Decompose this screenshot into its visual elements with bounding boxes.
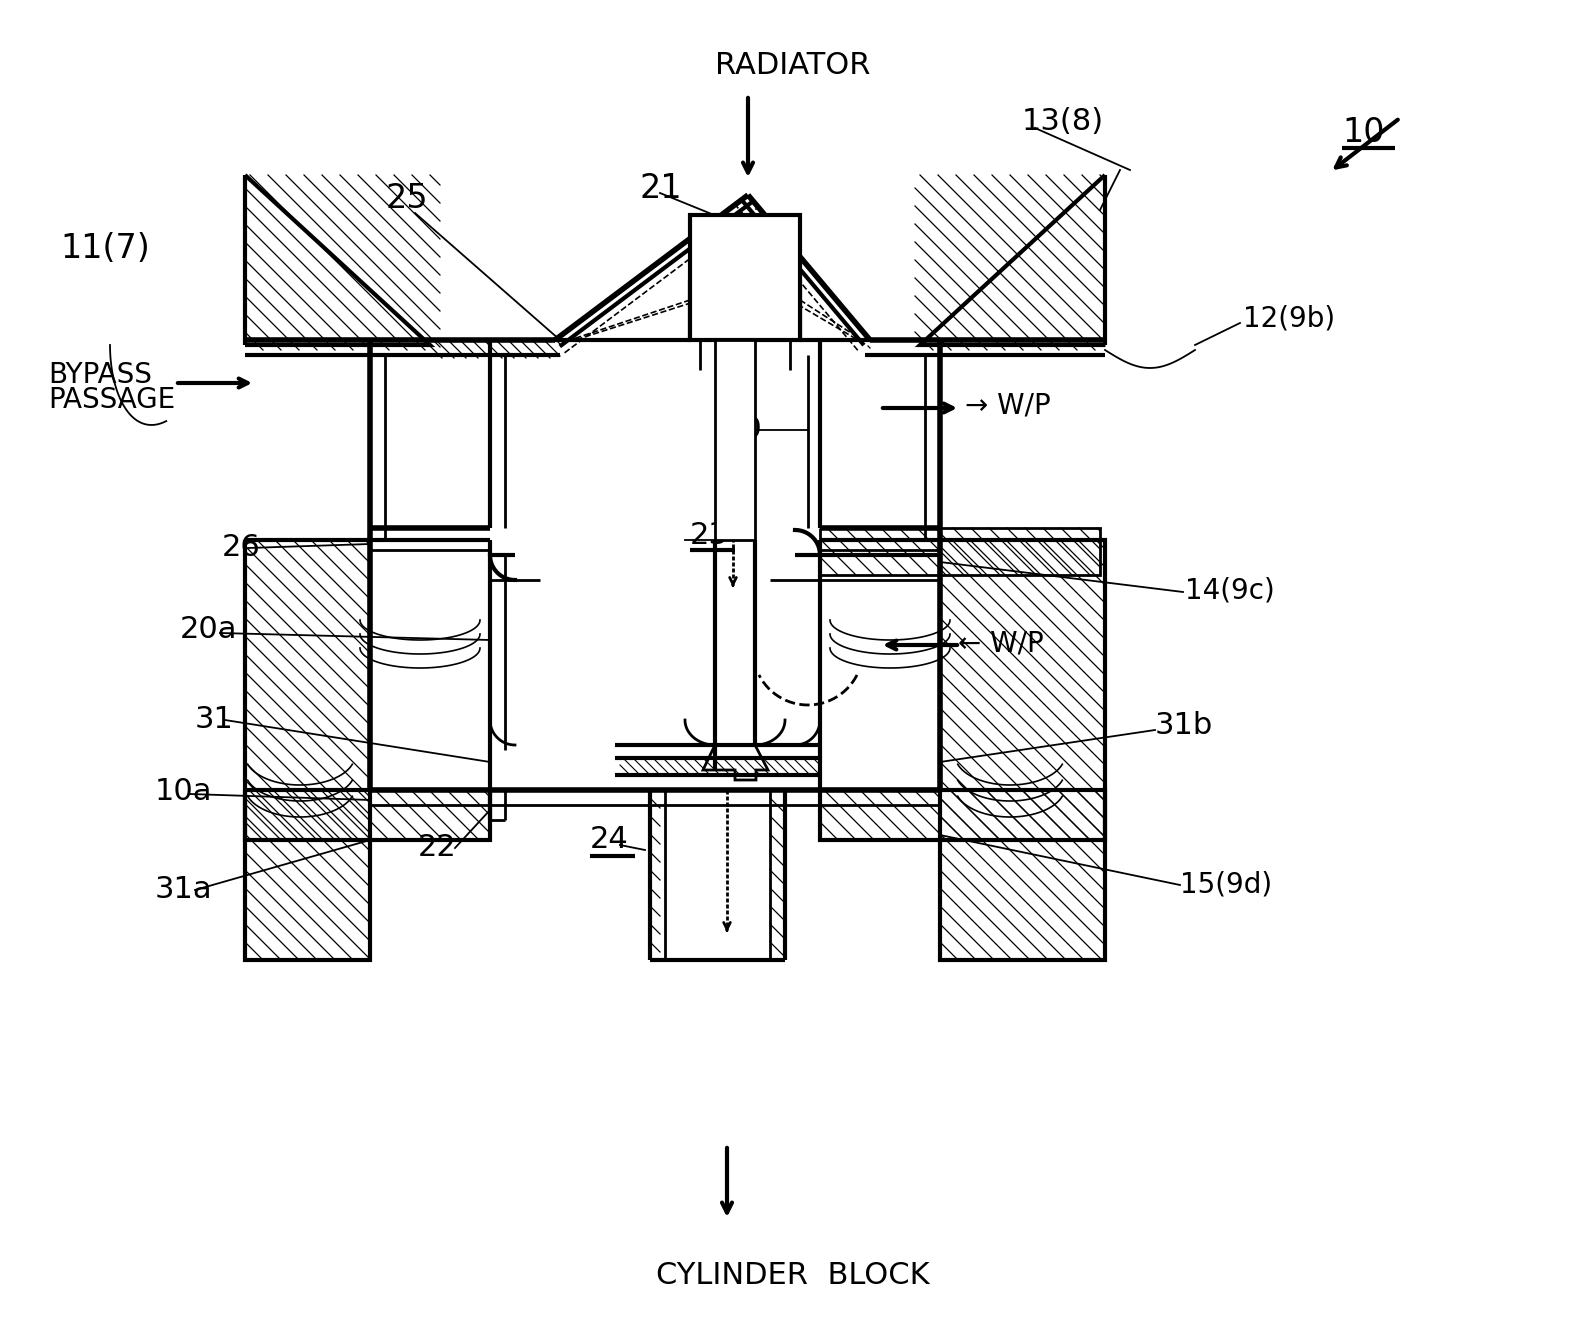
Bar (715, 340, 755, 540)
Text: 25: 25 (385, 181, 428, 215)
Text: 31: 31 (195, 705, 233, 734)
Text: ← W/P: ← W/P (958, 629, 1044, 657)
Text: → W/P: → W/P (964, 392, 1052, 420)
Text: 23: 23 (690, 520, 730, 549)
Text: 31b: 31b (1155, 710, 1213, 740)
Text: 13(8): 13(8) (1021, 108, 1104, 136)
Text: 24: 24 (590, 825, 628, 854)
Text: RADIATOR: RADIATOR (715, 51, 871, 80)
Text: 22: 22 (419, 833, 457, 862)
Text: PASSAGE: PASSAGE (48, 387, 174, 415)
Text: 26: 26 (222, 533, 260, 563)
Text: 20a: 20a (179, 616, 238, 644)
Text: 15(9d): 15(9d) (1180, 870, 1272, 898)
Text: 10a: 10a (155, 777, 213, 806)
Text: 11(7): 11(7) (60, 232, 149, 264)
Text: 12(9b): 12(9b) (1243, 304, 1335, 332)
Text: 21: 21 (641, 172, 682, 204)
Text: CYLINDER  BLOCK: CYLINDER BLOCK (657, 1261, 929, 1289)
Text: 10: 10 (1342, 116, 1385, 148)
Text: 20: 20 (723, 416, 763, 444)
Text: 31a: 31a (155, 876, 213, 905)
Text: 14(9c): 14(9c) (1185, 576, 1275, 604)
Text: BYPASS: BYPASS (48, 361, 152, 389)
Bar (690, 215, 799, 340)
